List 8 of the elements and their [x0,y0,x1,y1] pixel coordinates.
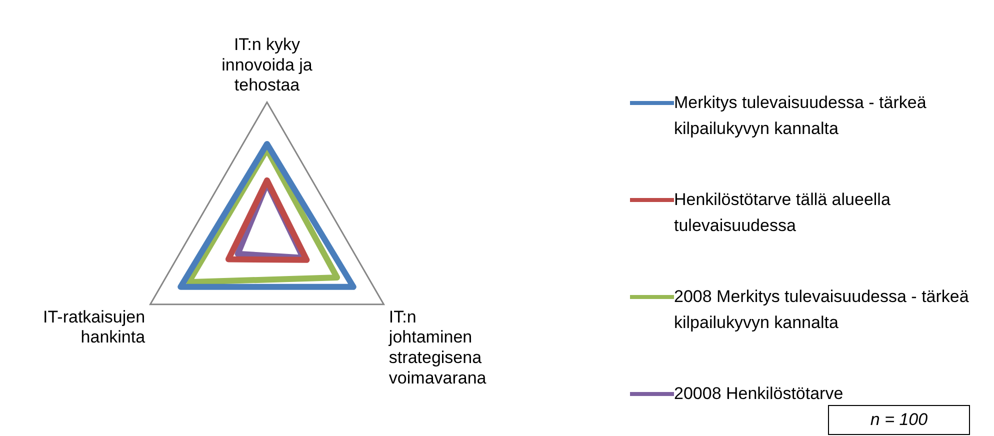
spoke-label: IT:n johtaminen strategisena voimavarana [388,307,487,388]
text: n = 100 [829,406,969,434]
legend-label: Henkilöstötarve tällä alueella tulevaisuudessa [674,189,892,237]
legend-label: 2008 Merkitys tulevaisuudessa - tärkeä kilpailukyvyn kannalta [674,286,970,334]
spoke-label: IT:n kyky innovoida ja tehostaa [222,34,313,95]
spoke-label: IT-ratkaisujen hankinta [43,307,146,347]
legend-label: 20008 Henkilöstötarve [674,383,844,405]
legend-label: Merkitys tulevaisuudessa - tärkeä kilpailukyvyn kannalta [674,92,928,140]
